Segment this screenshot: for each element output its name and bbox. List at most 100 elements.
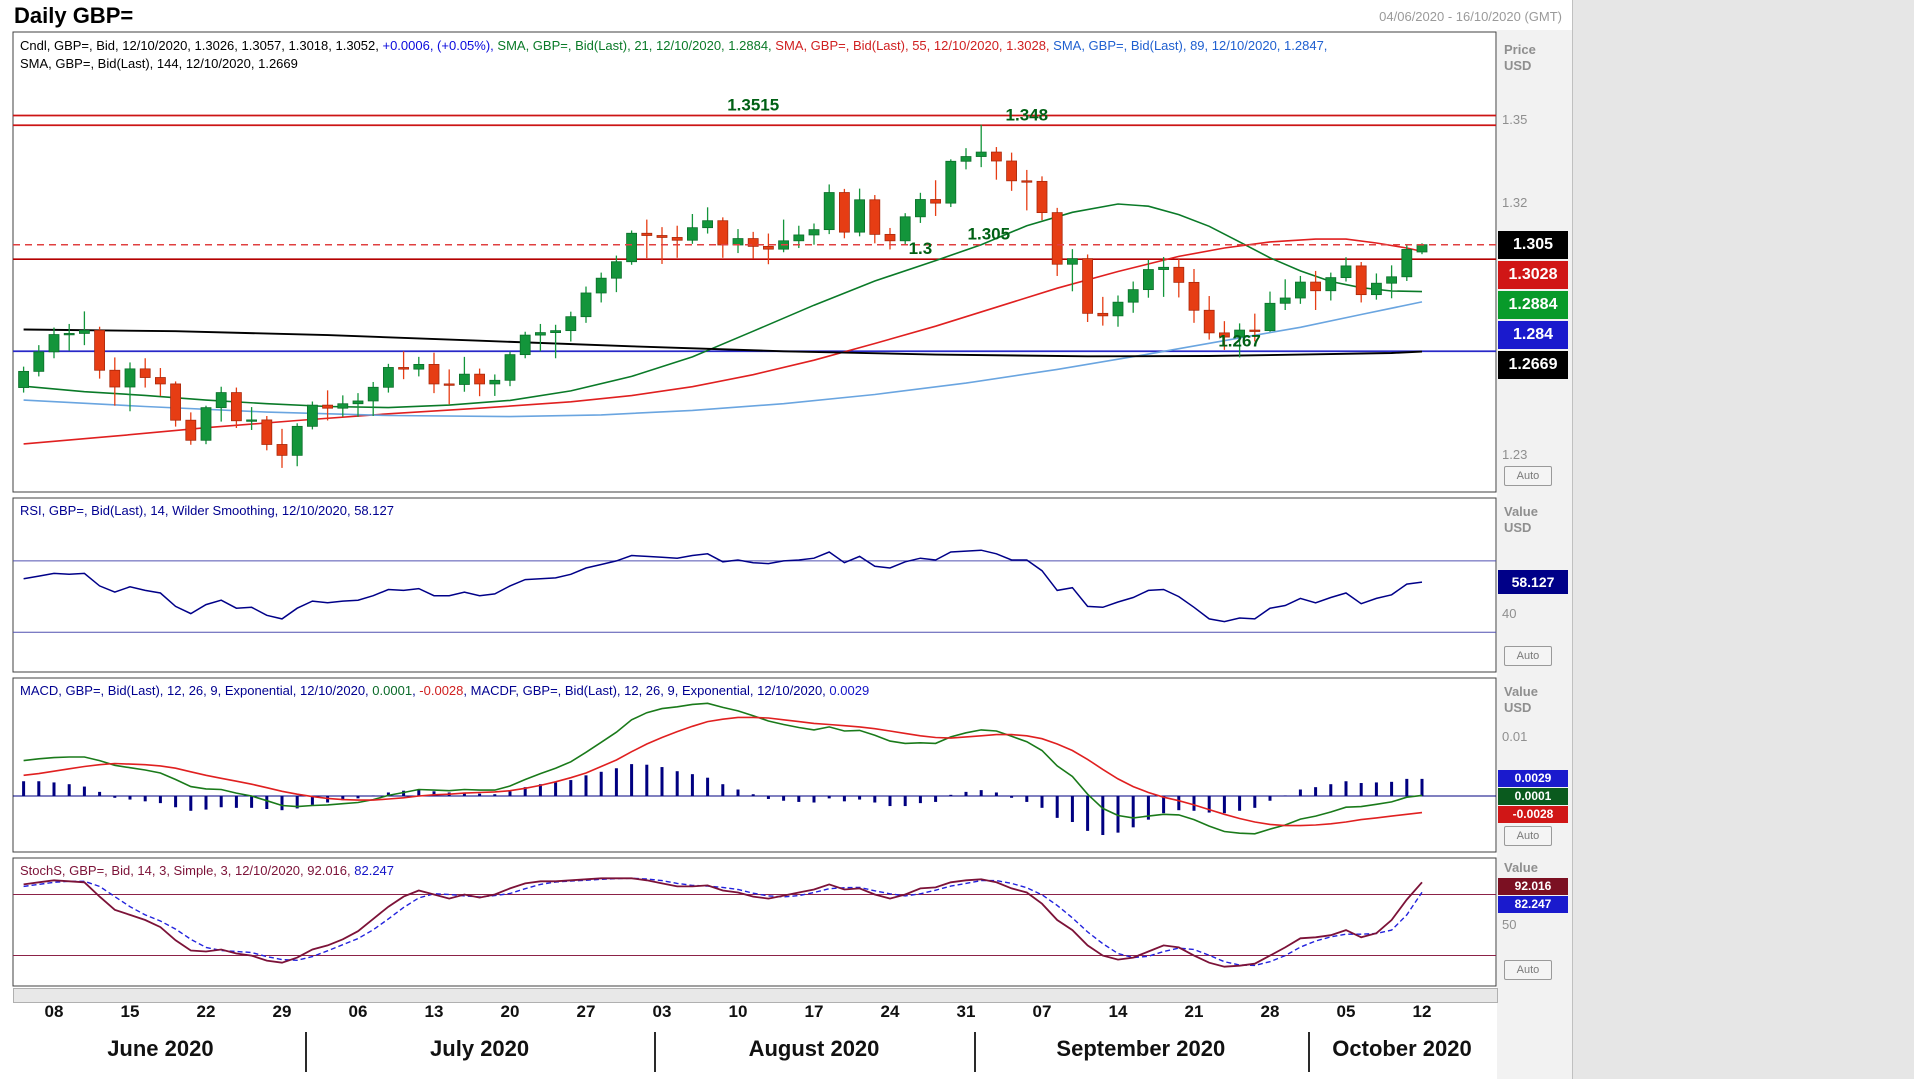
legend-token: SMA, GBP=, Bid(Last), 21, 12/10/2020, 1.… bbox=[497, 38, 776, 53]
macd-histogram-bar bbox=[371, 795, 375, 797]
candle bbox=[504, 354, 516, 381]
candle bbox=[930, 199, 941, 204]
candle bbox=[899, 216, 911, 242]
candle bbox=[823, 192, 835, 231]
macd-histogram-bar bbox=[250, 796, 254, 808]
candle bbox=[1127, 289, 1139, 303]
macd-histogram-bar bbox=[1055, 796, 1059, 818]
macd-histogram-bar bbox=[1162, 796, 1166, 814]
candle bbox=[1082, 258, 1093, 314]
candle bbox=[230, 392, 242, 422]
macd-histogram-bar bbox=[82, 786, 86, 797]
macd-histogram-bar bbox=[1359, 783, 1363, 797]
candle bbox=[1355, 265, 1367, 296]
macd-histogram-bar bbox=[158, 796, 162, 804]
month-separator bbox=[654, 1032, 657, 1072]
candle bbox=[200, 407, 212, 441]
macd-histogram-bar bbox=[1207, 796, 1211, 813]
candle bbox=[1051, 212, 1063, 265]
macd-histogram-bar bbox=[630, 764, 634, 797]
macd-histogram-bar bbox=[386, 792, 390, 797]
chart-canvas[interactable]: 1.3515 1.348 1.3 1.305 1.267 bbox=[0, 0, 1572, 1012]
macd-histogram-bar bbox=[797, 796, 801, 802]
candle bbox=[626, 232, 637, 263]
macd-legend[interactable]: MACD, GBP=, Bid(Last), 12, 26, 9, Expone… bbox=[20, 683, 869, 698]
macd-histogram-bar bbox=[37, 781, 41, 797]
candle bbox=[884, 233, 896, 242]
macd-histogram-bar bbox=[432, 791, 436, 797]
candle bbox=[291, 425, 303, 456]
macd-histogram-bar bbox=[280, 796, 284, 811]
macd-histogram-bar bbox=[554, 782, 558, 797]
stoch-k-line bbox=[23, 877, 1423, 968]
level-annotation: 1.348 bbox=[1006, 105, 1049, 124]
candle bbox=[1295, 281, 1306, 299]
candle bbox=[1249, 329, 1261, 332]
candle bbox=[763, 245, 774, 250]
rsi-auto-button[interactable]: Auto bbox=[1504, 646, 1552, 666]
level-annotation: 1.305 bbox=[968, 225, 1011, 244]
stoch-legend[interactable]: StochS, GBP=, Bid, 14, 3, Simple, 3, 12/… bbox=[20, 863, 394, 878]
candle bbox=[33, 351, 45, 372]
candle bbox=[580, 292, 592, 318]
candle bbox=[398, 367, 410, 370]
candle bbox=[261, 419, 273, 445]
candle bbox=[519, 334, 531, 356]
macd-auto-button[interactable]: Auto bbox=[1504, 826, 1552, 846]
macd-histogram-bar bbox=[1238, 796, 1242, 811]
macd-histogram-bar bbox=[326, 796, 330, 803]
candle bbox=[641, 232, 653, 236]
price-legend-line2[interactable]: SMA, GBP=, Bid(Last), 144, 12/10/2020, 1… bbox=[20, 56, 298, 71]
candle bbox=[18, 370, 30, 388]
price-axis-title: Price USD bbox=[1504, 42, 1536, 73]
candle bbox=[109, 369, 121, 388]
candle bbox=[367, 386, 379, 402]
macd-histogram-bar bbox=[67, 784, 71, 797]
candle bbox=[1325, 277, 1337, 292]
candle bbox=[1097, 312, 1109, 317]
candle bbox=[535, 332, 546, 336]
candle bbox=[79, 329, 90, 334]
candle bbox=[611, 261, 622, 279]
price-legend-line1[interactable]: Cndl, GBP=, Bid, 12/10/2020, 1.3026, 1.3… bbox=[20, 38, 1327, 53]
candle bbox=[306, 404, 318, 427]
candle bbox=[322, 404, 334, 409]
macd-histogram-bar bbox=[341, 796, 345, 801]
candle bbox=[458, 373, 470, 385]
candle bbox=[48, 334, 60, 353]
macd-histogram-bar bbox=[706, 777, 710, 797]
macd-histogram-bar bbox=[1086, 796, 1090, 831]
candle bbox=[474, 373, 486, 385]
stoch-auto-button[interactable]: Auto bbox=[1504, 960, 1552, 980]
macd-histogram-bar bbox=[402, 790, 406, 797]
candle bbox=[1036, 180, 1048, 214]
macd-histogram-bar bbox=[873, 796, 877, 803]
macd-histogram-bar bbox=[645, 764, 649, 797]
candle bbox=[1310, 281, 1321, 292]
candle bbox=[808, 229, 820, 236]
macd-histogram-bar bbox=[143, 796, 147, 802]
legend-token: SMA, GBP=, Bid(Last), 55, 12/10/2020, 1.… bbox=[775, 38, 1054, 53]
chart-scrollbar[interactable] bbox=[13, 988, 1498, 1003]
price-auto-button[interactable]: Auto bbox=[1504, 466, 1552, 486]
macd-histogram-bar bbox=[493, 794, 497, 797]
candle bbox=[154, 377, 166, 385]
candle bbox=[945, 160, 957, 204]
candle bbox=[991, 151, 1002, 162]
candle bbox=[1371, 282, 1382, 296]
candle bbox=[915, 199, 926, 218]
candle bbox=[1158, 266, 1169, 270]
legend-token: , bbox=[412, 683, 420, 698]
macd-histogram-bar bbox=[1420, 778, 1424, 797]
candle bbox=[63, 333, 75, 336]
macd-histogram-bar bbox=[812, 796, 816, 803]
candle bbox=[687, 227, 698, 241]
macd-histogram-bar bbox=[690, 774, 694, 797]
candle bbox=[337, 403, 349, 409]
candle bbox=[1067, 258, 1078, 265]
month-separator bbox=[973, 1032, 976, 1072]
candle bbox=[276, 444, 288, 456]
rsi-legend[interactable]: RSI, GBP=, Bid(Last), 14, Wilder Smoothi… bbox=[20, 503, 394, 518]
macd-histogram-bar bbox=[614, 768, 618, 797]
macd-histogram-bar bbox=[1344, 781, 1348, 797]
